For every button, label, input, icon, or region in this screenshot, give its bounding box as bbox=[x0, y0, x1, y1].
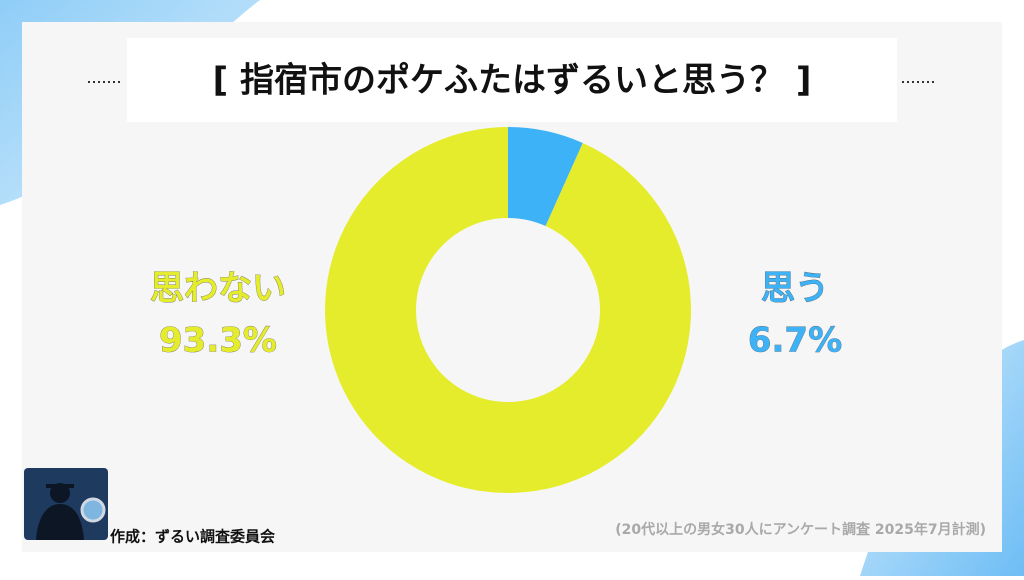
slice-label: 思う bbox=[761, 269, 829, 309]
credit: 作成：ずるい調査委員会 bbox=[110, 528, 275, 546]
chart-title: [ 指宿市のポケふたはずるいと思う？ ] bbox=[213, 61, 812, 101]
slice-value-label: 93.3% bbox=[159, 321, 277, 361]
slice-value-label: 6.7% bbox=[748, 321, 842, 361]
title-box bbox=[127, 38, 897, 122]
logo-icon bbox=[24, 468, 108, 540]
slice-label: 思わない bbox=[150, 269, 286, 309]
footnote: (20代以上の男女30人にアンケート調査 2025年7月計測) bbox=[615, 521, 986, 538]
pie-slice bbox=[508, 127, 583, 227]
pie-slice bbox=[325, 127, 692, 493]
